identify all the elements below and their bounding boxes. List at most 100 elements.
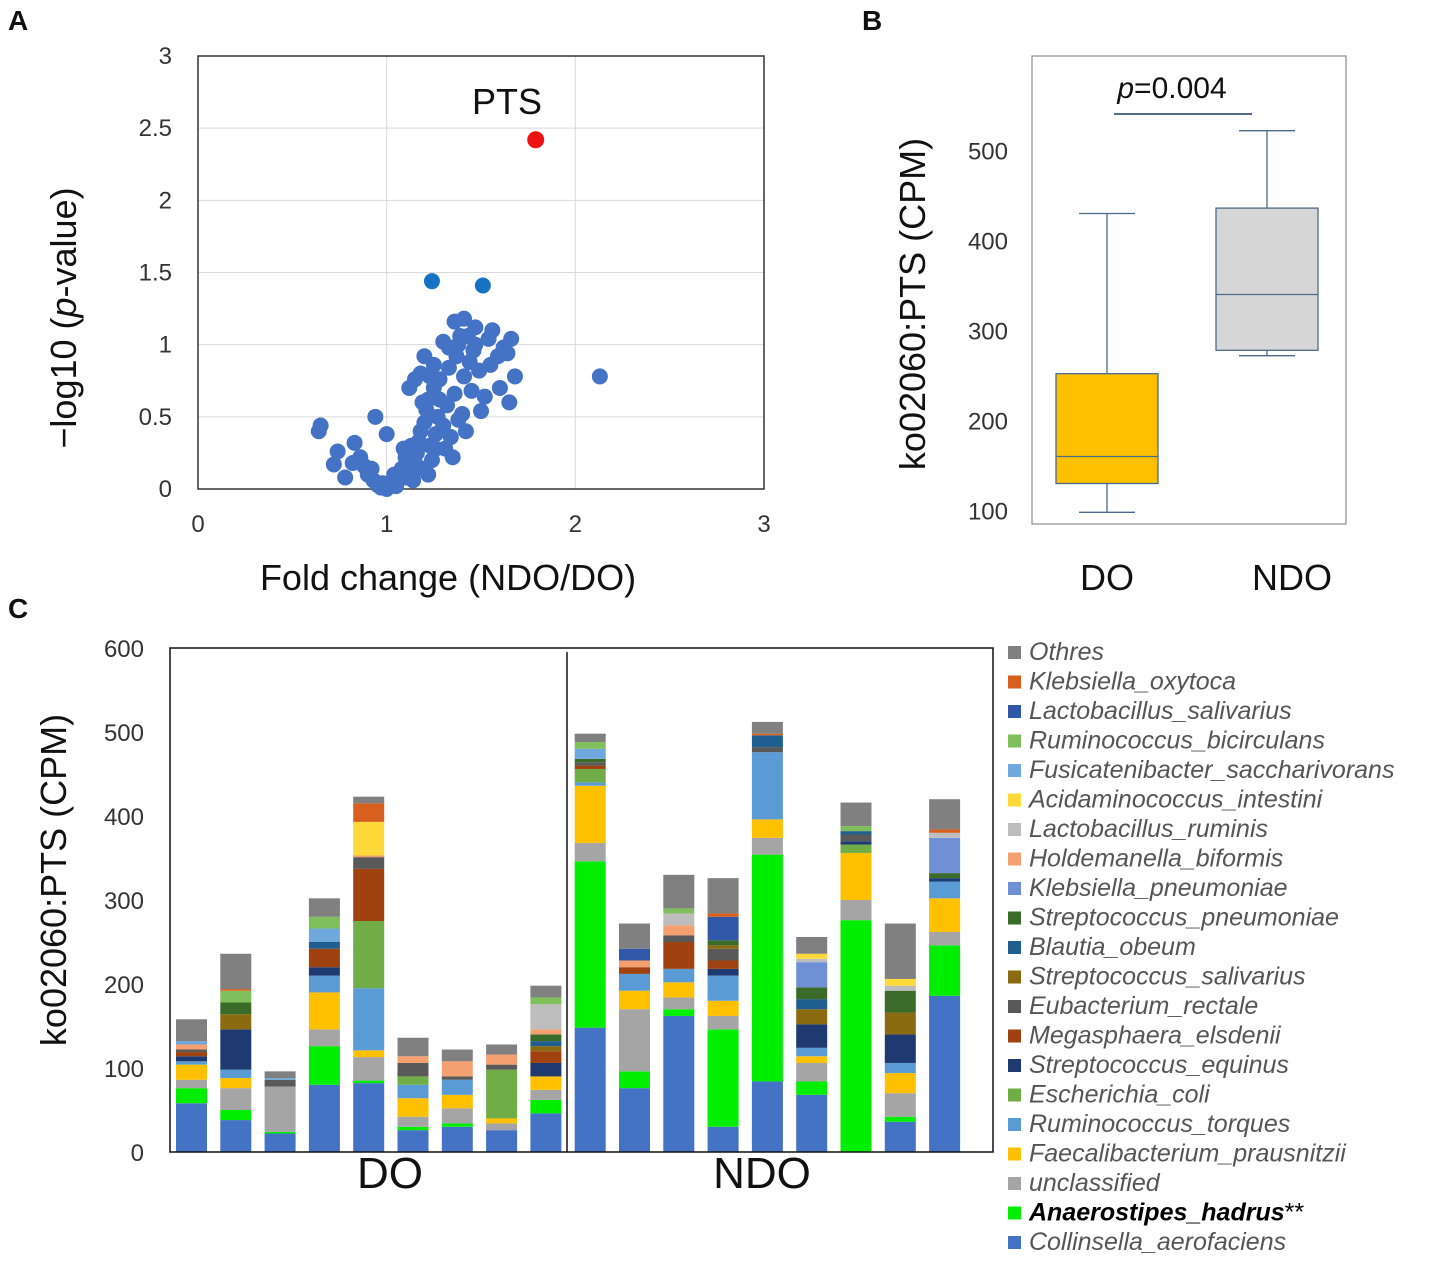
bar-segment — [796, 1094, 828, 1152]
bar-segment — [176, 1088, 207, 1104]
bar-segment — [264, 1133, 296, 1152]
bar-segment — [574, 733, 606, 743]
bar-segment — [574, 742, 606, 749]
bar-segment — [574, 785, 606, 843]
bar-segment — [707, 960, 739, 969]
legend-label: Collinsella_aerofaciens — [1029, 1228, 1286, 1256]
scatter-point — [435, 417, 452, 434]
y-title-suffix: -value) — [43, 187, 84, 297]
legend-label: Faecalibacterium_prausnitzii — [1029, 1140, 1347, 1168]
box-do — [1055, 373, 1159, 485]
pts-annotation: PTS — [472, 81, 542, 122]
scatter-y-tick-label: 1.5 — [139, 260, 172, 287]
bar-segment — [176, 1061, 207, 1065]
bar-segment — [530, 1004, 562, 1030]
scatter-point — [325, 456, 342, 473]
legend-label: Streptococcus_pneumoniae — [1029, 904, 1339, 932]
bar-segment — [663, 874, 695, 909]
bar-segment — [751, 837, 783, 855]
scatter-y-ticks: 0 0.5 1 1.5 2 2.5 3 — [139, 43, 172, 503]
bar-segment — [574, 765, 606, 769]
bar-segment — [176, 1064, 207, 1080]
scatter-y-tick-label: 2 — [159, 187, 172, 214]
bar-segment — [929, 931, 961, 946]
scatter-x-tick-label: 3 — [757, 511, 770, 538]
bar-segment — [220, 989, 252, 991]
bar-segment — [884, 1073, 916, 1094]
scatter-point — [337, 469, 354, 486]
bar-segment — [441, 1126, 473, 1152]
bar-segment — [884, 978, 916, 986]
scatter-point — [463, 382, 480, 399]
legend-label: Othres — [1029, 638, 1104, 666]
legend-swatch — [1008, 1236, 1021, 1249]
bar-segment — [619, 960, 650, 968]
bar-segment — [530, 997, 562, 1005]
bar-segment — [530, 1046, 562, 1052]
scatter-point — [363, 460, 380, 477]
bar-y-tick-label: 200 — [104, 972, 144, 999]
bar-segment — [751, 733, 783, 736]
scatter-x-tick-label: 2 — [569, 511, 582, 538]
bar-segment — [884, 1034, 916, 1063]
bar-segment — [707, 975, 739, 1001]
species-legend: OthresKlebsiella_oxytocaLactobacillus_sa… — [1008, 638, 1394, 1256]
legend-swatch — [1008, 705, 1021, 718]
bar-segment — [840, 834, 872, 842]
scatter-point — [444, 449, 461, 466]
bar-segment — [796, 1047, 828, 1057]
bar-segment — [663, 968, 695, 983]
bar-segment — [353, 868, 385, 921]
scatter-point — [440, 339, 457, 356]
scatter-point — [446, 385, 463, 402]
bar-segment — [176, 1103, 207, 1152]
bar-segment — [441, 1076, 473, 1080]
bar-segment — [530, 1113, 562, 1152]
legend-label: Ruminococcus_bicirculans — [1029, 727, 1325, 755]
scatter-point — [456, 310, 473, 327]
scatter-plot-frame — [197, 55, 765, 490]
bar-segment — [707, 945, 739, 949]
bar-segment — [663, 913, 695, 926]
legend-label: Streptococcus_salivarius — [1029, 963, 1306, 991]
bar-segment — [619, 923, 650, 949]
bar-segment — [929, 832, 961, 838]
bar-segment — [353, 1050, 385, 1058]
bar-segment — [840, 841, 872, 845]
boxplot-y-tick-label: 500 — [968, 139, 1008, 166]
bar-segment — [441, 1049, 473, 1062]
scatter-point — [346, 434, 363, 451]
bar-segment — [353, 1057, 385, 1081]
legend-swatch — [1008, 1059, 1021, 1072]
scatter-point — [427, 440, 444, 457]
bar-segment — [397, 1126, 429, 1131]
bar-segment — [796, 1062, 828, 1082]
legend-swatch — [1008, 882, 1021, 895]
bar-segment — [929, 873, 961, 879]
bar-segment — [707, 940, 739, 946]
bar-segment — [308, 1046, 340, 1085]
bar-segment — [929, 837, 961, 874]
scatter-point — [420, 466, 437, 483]
legend-label: Klebsiella_pneumoniae — [1029, 874, 1288, 902]
legend-label: Holdemanella_biformis — [1029, 845, 1283, 873]
legend-swatch — [1008, 1118, 1021, 1131]
legend-swatch — [1008, 1206, 1021, 1220]
scatter-point — [473, 403, 489, 420]
bar-segment — [397, 1130, 429, 1152]
p-value-label: p=0.004 — [1116, 72, 1226, 105]
bar-segment — [929, 829, 961, 833]
bar-segment — [308, 975, 340, 993]
boxplot-y-tick-label: 200 — [968, 409, 1008, 436]
stacked-bar-panel: 0 100 200 300 400 500 600 DO NDO ko02060:PTS (… — [33, 636, 1394, 1256]
scatter-point — [395, 440, 412, 457]
boxplot-y-tick-label: 300 — [968, 319, 1008, 346]
legend-swatch — [1008, 941, 1021, 954]
bar-segment — [619, 990, 650, 1010]
legend-label: Fusicatenibacter_saccharivorans — [1029, 756, 1394, 784]
bar-segment — [308, 1084, 340, 1152]
group-label-do: DO — [357, 1149, 423, 1198]
bar-segment — [663, 982, 695, 998]
legend-swatch — [1008, 734, 1021, 748]
bar-segment — [884, 923, 916, 979]
